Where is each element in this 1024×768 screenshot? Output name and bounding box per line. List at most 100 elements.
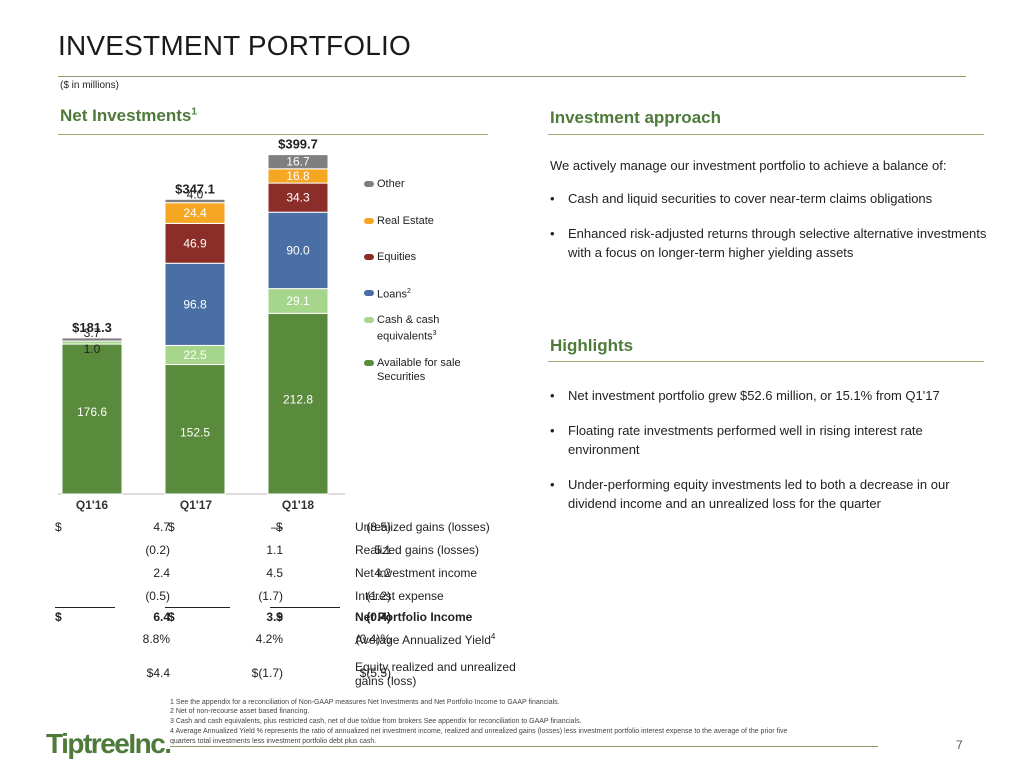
subtotal-rule — [270, 607, 340, 608]
legend-swatch-cash — [364, 317, 374, 323]
bar-value-label: 4.0 — [187, 187, 204, 201]
table-cell-value: (0.2) — [145, 543, 170, 557]
investment-approach-intro: We actively manage our investment portfo… — [550, 158, 947, 173]
net-investments-chart: 176.6 1.0 3.7$181.3 152.5 22.5 96.8 46.9 24.4 4.… — [58, 137, 345, 495]
net-investments-heading: Net Investments1 — [60, 106, 197, 126]
bar-segment-q117-2 — [164, 262, 226, 346]
dollar-sign: $ — [55, 520, 62, 534]
bar-value-label: 1.0 — [84, 342, 101, 356]
dollar-sign: $ — [276, 520, 283, 534]
subtotal-rule — [55, 607, 115, 608]
title-divider — [58, 76, 966, 77]
table-cell-value: (0.4)% — [355, 632, 391, 646]
bar-value-label: 22.5 — [183, 348, 207, 362]
investment-approach-divider — [548, 134, 984, 135]
legend-item-loans: Loans2 — [377, 285, 411, 302]
bar-value-label: 96.8 — [183, 297, 207, 311]
page-number: 7 — [956, 738, 963, 752]
legend-swatch-loans — [364, 290, 374, 296]
bar-segment-q117-5 — [164, 198, 226, 204]
bar-segment-q118-0 — [267, 312, 329, 495]
legend-item-other: Other — [377, 178, 405, 190]
highlights-divider — [548, 361, 984, 362]
table-cell-value: 4.2 — [374, 566, 391, 580]
footer-divider — [170, 746, 878, 747]
subtotal-rule — [165, 607, 230, 608]
table-cell-value: 6.4 — [153, 610, 170, 624]
footnote-4: 4 Average Annualized Yield % represents … — [170, 728, 788, 735]
category-label-q1-16: Q1'16 — [75, 498, 109, 512]
footnote-2: 2 Net of non-recourse asset based financ… — [170, 708, 310, 715]
table-cell-value: (1.7) — [258, 589, 283, 603]
bullet-icon: • — [550, 423, 555, 438]
bar-total-label: $347.1 — [175, 181, 215, 196]
net-investments-footnote-ref: 1 — [191, 106, 197, 118]
approach-bullet-text: Enhanced risk-adjusted returns through s… — [568, 226, 987, 260]
bar-segment-q117-3 — [164, 222, 226, 264]
net-investments-heading-text: Net Investments — [60, 106, 192, 125]
bar-value-label: 152.5 — [180, 426, 210, 440]
footnote-1: 1 See the appendix for a reconciliation … — [170, 699, 560, 706]
table-cell-value: (8.5) — [366, 520, 391, 534]
table-cell-value: 2.4 — [153, 566, 170, 580]
legend-item-cash: Cash & cash equivalents3 — [377, 313, 457, 344]
table-row: 8.8% 4.2% (0.4)% Average Annualized Yield4 — [55, 632, 555, 652]
table-row-label: Average Annualized Yield4 — [355, 632, 496, 647]
bullet-icon: • — [550, 388, 555, 403]
table-cell-value: $4.4 — [146, 666, 170, 680]
bar-segment-q116-0 — [61, 343, 123, 495]
approach-bullet-text: Cash and liquid securities to cover near… — [568, 191, 933, 206]
bar-value-label: 16.7 — [286, 155, 310, 169]
legend-item-equities: Equities — [377, 251, 417, 263]
table-row: (0.5) (1.7) (1.2) Interest expense — [55, 589, 555, 609]
legend-cash-text: Cash & cash equivalents — [377, 314, 440, 343]
table-row-label: Interest expense — [355, 589, 444, 603]
category-label-q1-17: Q1'17 — [179, 498, 213, 512]
highlight-bullet-text: Under-performing equity investments led … — [568, 477, 950, 511]
table-row: $6.4 $3.9 $ (0.4) Net Portfolio Income — [55, 610, 555, 630]
bullet-icon: • — [550, 191, 555, 206]
table-cell-value: (1.2) — [366, 589, 391, 603]
bar-value-label: 24.4 — [183, 206, 207, 220]
table-row: $4.4 $(1.7) $(5.5) Equity realized and unre… — [55, 660, 555, 688]
bar-value-label: 34.3 — [286, 191, 310, 205]
table-cell-value: — — [271, 520, 283, 534]
legend-item-real-estate: Real Estate — [377, 215, 434, 227]
category-label-q1-18: Q1'18 — [281, 498, 315, 512]
bar-total-label: $399.7 — [278, 137, 318, 152]
table-cell-value: 4.5 — [266, 566, 283, 580]
table-row: 2.4 4.5 4.2 Net investment income — [55, 566, 555, 586]
legend-swatch-real-estate — [364, 218, 374, 224]
footnote-3: 3 Cash and cash equivalents, plus restri… — [170, 718, 582, 725]
table-cell-value: 3.9 — [266, 610, 283, 624]
dollar-sign: $ — [168, 520, 175, 534]
table-row-label: Unrealized gains (losses) — [355, 520, 490, 534]
table-cell-value: 5.1 — [374, 543, 391, 557]
legend-swatch-afs — [364, 360, 374, 366]
net-investments-divider — [58, 134, 488, 135]
footnote-4-cont: quarters total investments less investme… — [170, 738, 377, 745]
bullet-icon: • — [550, 477, 555, 492]
legend-cash-sup: 3 — [432, 330, 437, 337]
table-cell-value: 8.8% — [142, 632, 170, 646]
table-row-label: Realized gains (losses) — [355, 543, 480, 557]
legend-swatch-other — [364, 181, 374, 187]
bullet-icon: • — [550, 226, 555, 241]
table-row-label: Equity realized and unrealized gains (lo… — [355, 660, 516, 688]
table-cell-value: $(5.5) — [359, 666, 391, 680]
bar-total-label: $181.3 — [72, 320, 112, 335]
dollar-sign: $ — [168, 610, 175, 624]
bar-segment-q118-3 — [267, 182, 329, 213]
bar-value-label: 90.0 — [286, 243, 310, 257]
bar-segment-q116-5 — [61, 337, 123, 342]
table-row-label: Net Portfolio Income — [355, 610, 473, 624]
bar-segment-q118-5 — [267, 154, 329, 170]
tiptree-logo: TiptreeInc. — [46, 728, 172, 759]
table-label-sup: 4 — [490, 632, 496, 641]
bar-value-label: 46.9 — [183, 236, 207, 250]
bar-segment-q118-2 — [267, 211, 329, 290]
legend-loans-sup: 2 — [406, 288, 411, 295]
bar-value-label: 29.1 — [286, 294, 310, 308]
table-cell-value: 4.2% — [255, 632, 283, 646]
legend-loans-text: Loans — [377, 288, 407, 301]
